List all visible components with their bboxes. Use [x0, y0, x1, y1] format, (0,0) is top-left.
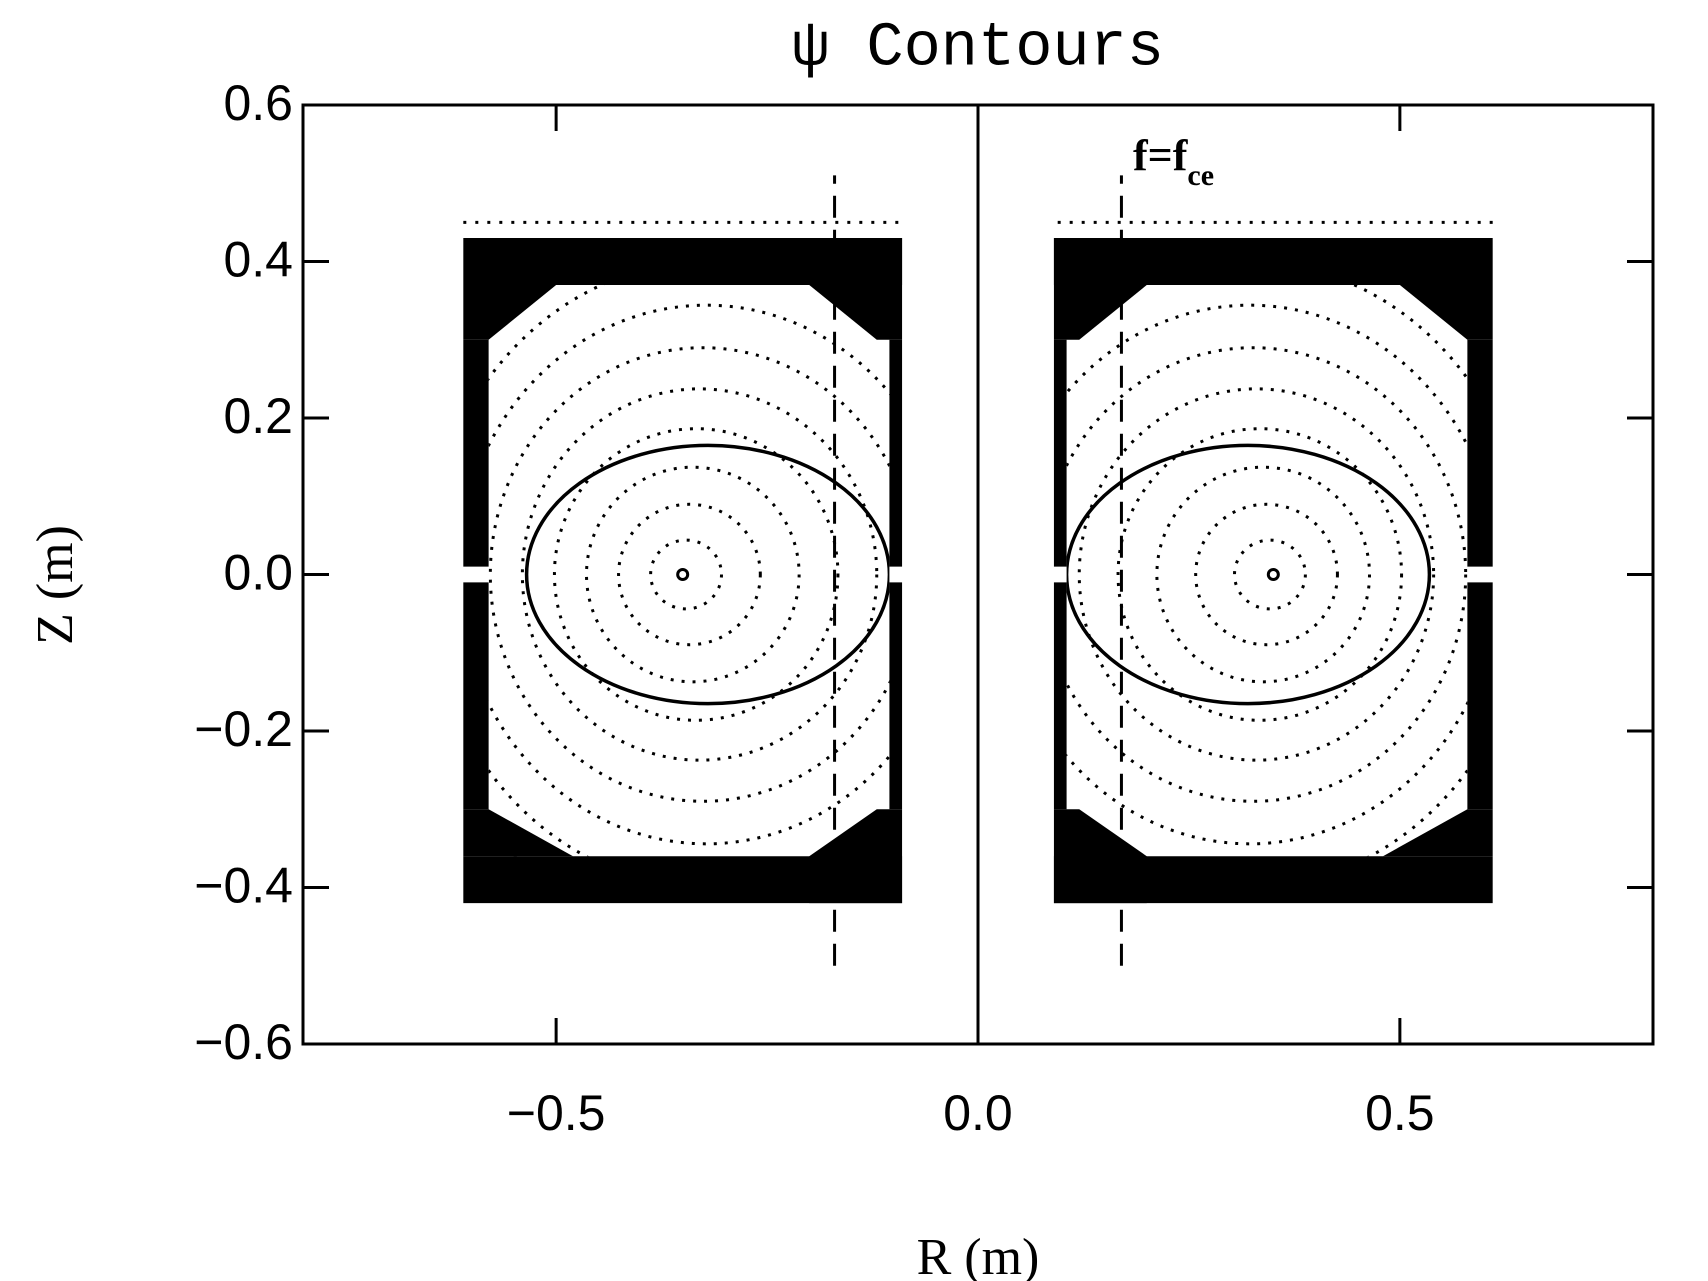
flux-contour — [1116, 427, 1404, 722]
flux-contour — [1077, 387, 1436, 762]
separatrix — [1066, 443, 1432, 706]
y-tick-label: 0.6 — [223, 75, 293, 131]
annotation-subscript: ce — [1187, 159, 1214, 192]
x-tick-label: 0.0 — [943, 1085, 1013, 1141]
flux-contour — [649, 538, 723, 611]
vessel-corner — [809, 238, 903, 340]
vessel-plate — [463, 856, 903, 904]
vessel-plate — [1053, 238, 1493, 285]
annotation-text: f=f — [1133, 131, 1189, 180]
y-tick-label: −0.2 — [194, 701, 293, 757]
flux-contour — [266, 22, 1187, 1128]
flux-contour — [730, 0, 1708, 1179]
flux-contour — [1066, 303, 1468, 846]
flux-contour — [1066, 284, 1468, 857]
vessel-corner — [463, 809, 573, 857]
x-axis-label: R (m) — [917, 1229, 1040, 1281]
annotation: f=fce — [1133, 131, 1214, 192]
flux-contour — [1066, 346, 1468, 803]
vessel-plate — [463, 238, 903, 285]
flux-contour — [234, 0, 1226, 1179]
vessel-wall — [1053, 582, 1067, 810]
flux-contour — [769, 22, 1690, 1128]
flux-contour — [808, 72, 1659, 1076]
flux-contour — [1233, 538, 1307, 611]
vessel-corner — [1053, 238, 1147, 340]
y-tick-label: −0.6 — [194, 1014, 293, 1070]
x-tick-label: 0.5 — [1365, 1085, 1435, 1141]
vessel-corner — [1399, 284, 1493, 340]
contour-group — [170, 0, 1304, 1281]
vessel-corner — [1053, 809, 1147, 904]
vessel-wall — [463, 339, 489, 567]
flux-contour — [298, 72, 1149, 1076]
vessel-plate — [1053, 856, 1493, 904]
vessel-corner — [1383, 809, 1493, 857]
y-tick-label: 0.2 — [223, 388, 293, 444]
vessel-wall — [889, 339, 903, 567]
magnetic-axis — [1266, 568, 1280, 581]
flux-contour — [488, 284, 890, 857]
magnetic-axis — [676, 568, 690, 581]
y-axis-label: Z (m) — [27, 525, 84, 645]
flux-contour — [617, 502, 762, 647]
separatrix — [524, 443, 890, 706]
flux-contour — [1194, 502, 1339, 647]
flux-contour — [652, 0, 1708, 1281]
flux-contour — [170, 0, 1304, 1281]
flux-contour — [1155, 465, 1371, 684]
vessel-corner — [463, 284, 557, 340]
vessel-wall — [889, 582, 903, 810]
y-tick-label: 0.0 — [223, 545, 293, 601]
vessel-corner — [809, 809, 903, 904]
y-tick-label: −0.4 — [194, 858, 293, 914]
flux-contour — [202, 0, 1265, 1233]
y-tick-label: 0.4 — [223, 232, 293, 288]
vessel-wall — [1467, 339, 1493, 567]
vessel-wall — [1467, 582, 1493, 810]
vessel-wall — [463, 582, 489, 810]
x-tick-label: −0.5 — [507, 1085, 606, 1141]
flux-contour — [488, 346, 890, 803]
contour-group — [652, 0, 1708, 1281]
flux-contour — [585, 465, 801, 684]
flux-contour — [488, 303, 890, 846]
flux-contour — [552, 427, 840, 722]
chart-title: ψ Contours — [792, 12, 1164, 83]
vessel-wall — [1053, 339, 1067, 567]
flux-contour — [520, 387, 879, 762]
